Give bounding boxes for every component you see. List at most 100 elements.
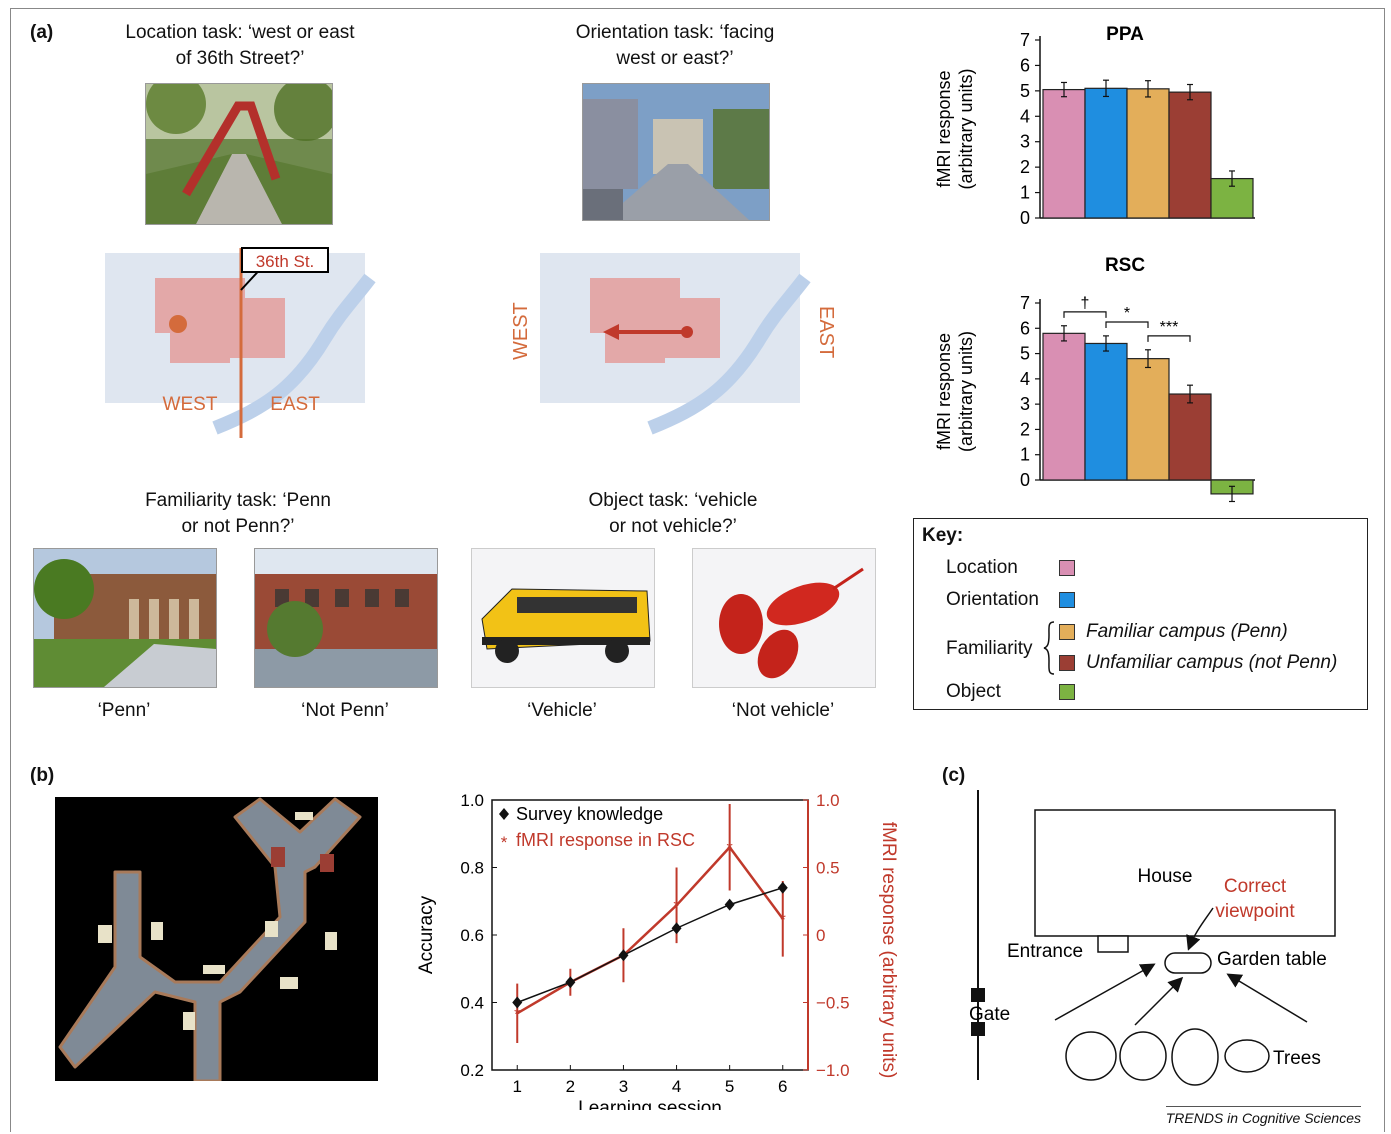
orientation-map: WEST EAST	[510, 253, 837, 435]
x-tick-label: 4	[672, 1077, 681, 1096]
key-unfamiliar-swatch	[1059, 655, 1075, 671]
location-task-caption: Location task: ‘west or east of 36th Str…	[80, 20, 400, 72]
photo-caption-vehicle: ‘Vehicle’	[527, 700, 597, 721]
chart-title: PPA	[1106, 24, 1144, 45]
location-marker	[169, 315, 187, 333]
arrow-right	[1226, 973, 1308, 1023]
vehicle-photo	[471, 548, 655, 688]
significance-bracket	[1063, 311, 1107, 318]
viewpoint-diagram: Gate House Correct viewpoint Entrance Ga…	[969, 790, 1336, 1086]
key-object-label: Object	[946, 681, 1001, 702]
arrow-middle	[1134, 976, 1184, 1026]
gate-post-top	[971, 988, 985, 1002]
y-tick-label: 0.2	[460, 1061, 484, 1080]
key-orientation-swatch	[1059, 592, 1075, 608]
y-axis-label: Accuracy	[416, 895, 437, 974]
x-tick-label: 3	[619, 1077, 628, 1096]
viewpoint-arrow	[1186, 907, 1214, 951]
entrance-label: Entrance	[1007, 941, 1083, 962]
y-tick-label: 5	[1020, 81, 1030, 101]
lobster-photo	[692, 548, 876, 688]
bar-3	[1126, 358, 1170, 481]
key-unfamiliar-label: Unfamiliar campus (not Penn)	[1086, 652, 1338, 673]
significance-bracket	[1147, 335, 1191, 342]
arrow-left	[1054, 963, 1156, 1021]
entrance-rect	[1097, 935, 1129, 953]
tree-2	[1119, 1031, 1167, 1081]
photo-caption-not-penn: ‘Not Penn’	[301, 700, 389, 721]
familiarity-task-line1: Familiarity task: ‘Penn	[145, 490, 331, 511]
survey-point	[724, 898, 735, 911]
map1-west-label: WEST	[163, 394, 218, 415]
y-tick-label: 4	[1020, 369, 1030, 389]
photo-caption-not-vehicle: ‘Not vehicle’	[731, 700, 835, 721]
map2-east-label: EAST	[815, 306, 837, 358]
survey-point	[671, 922, 682, 935]
house-label: House	[1138, 866, 1193, 887]
y-tick-label: 0	[1020, 208, 1030, 228]
rsc-point: *	[727, 840, 733, 857]
street-label: 36th St.	[256, 252, 315, 271]
bar-3	[1126, 88, 1170, 219]
key-familiar-label: Familiar campus (Penn)	[1086, 621, 1288, 642]
chart-title: RSC	[1105, 255, 1145, 276]
legend-rsc-label: fMRI response in RSC	[516, 830, 695, 850]
y-tick-label: 0.8	[460, 859, 484, 878]
y-label-line1: fMRI response	[934, 70, 954, 187]
figure-frame	[10, 8, 1385, 1132]
location-task-line2: of 36th Street?’	[175, 48, 305, 69]
familiarity-task-line2: or not Penn?’	[181, 516, 295, 537]
photo-caption-penn: ‘Penn’	[97, 700, 151, 721]
rsc-series-line	[516, 845, 784, 1015]
object-task-line2: or not vehicle?’	[609, 516, 737, 537]
ppa-bar-chart: PPA 0 1 2 3 4 5 6 7 fMRI response (arbitrary units…	[934, 24, 1255, 228]
y-tick-label: 5	[1020, 344, 1030, 364]
object-task-line1: Object task: ‘vehicle	[588, 490, 758, 511]
viewpoint-marker	[681, 326, 693, 338]
y-axis-label: fMRI response (arbitrary units)	[934, 331, 976, 452]
y-tick-label: 7	[1020, 293, 1030, 313]
orientation-photo	[582, 83, 770, 221]
location-task-line1: Location task: ‘west or east	[125, 22, 355, 43]
orientation-task-line1: Orientation task: ‘facing	[575, 22, 775, 43]
y-tick-label: 7	[1020, 30, 1030, 50]
tree-1	[1065, 1031, 1117, 1081]
survey-point	[777, 881, 788, 894]
panel-label-b: (b)	[30, 765, 55, 786]
correct-label: Correct	[1224, 876, 1287, 897]
key-location-swatch	[1059, 560, 1075, 576]
y2-tick-label: 0.5	[816, 859, 840, 878]
y2-tick-label: 1.0	[816, 791, 840, 810]
y-tick-label: 0.4	[460, 994, 484, 1013]
viewpoint-label: viewpoint	[1215, 901, 1295, 922]
penn-photo	[33, 548, 217, 688]
survey-point	[618, 949, 629, 962]
survey-point	[565, 976, 576, 989]
bar-2	[1084, 87, 1128, 219]
rsc-bar-chart: RSC 0 1 2 3 4 5 6 7 fMRI response (arbitrary units…	[934, 255, 1255, 503]
legend-rsc-marker: *	[501, 833, 508, 852]
legend-survey-label: Survey knowledge	[516, 804, 663, 824]
garden-table	[1164, 952, 1212, 974]
key-title: Key:	[922, 525, 964, 546]
survey-point	[512, 996, 523, 1009]
x-tick-label: 2	[566, 1077, 575, 1096]
location-map: 36th St. WEST EAST	[95, 246, 376, 438]
tree-3	[1171, 1028, 1219, 1086]
object-task-caption: Object task: ‘vehicle or not vehicle?’	[513, 488, 833, 540]
y-tick-label: 3	[1020, 394, 1030, 414]
key-location-label: Location	[946, 557, 1018, 578]
key-familiar-swatch	[1059, 624, 1075, 640]
y-tick-label: 3	[1020, 132, 1030, 152]
bar-4	[1168, 91, 1212, 219]
trees-label: Trees	[1273, 1048, 1321, 1069]
y-tick-label: 0	[1020, 470, 1030, 490]
panel-label-a: (a)	[30, 22, 54, 43]
significance-marker: ***	[1160, 319, 1179, 336]
y-tick-label: 4	[1020, 106, 1030, 126]
gate-label: Gate	[969, 1004, 1010, 1025]
x-axis-label: Learning session	[578, 1098, 722, 1110]
y-tick-label: 0.6	[460, 926, 484, 945]
not-penn-photo	[254, 548, 438, 688]
map2-west-label: WEST	[510, 302, 532, 360]
